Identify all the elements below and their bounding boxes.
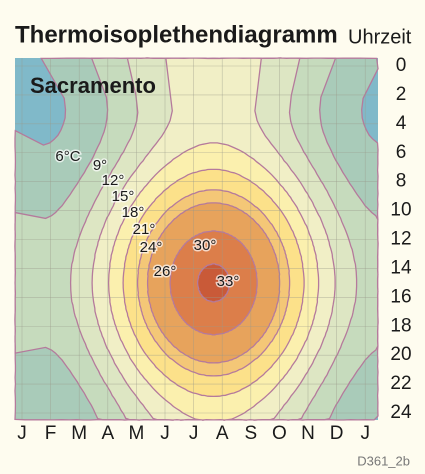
contour-label: 26°	[154, 263, 177, 280]
x-tick-label: J	[17, 423, 27, 444]
location-label: Sacramento	[30, 73, 156, 98]
contour-label: 6°C	[55, 148, 80, 165]
plot-area	[14, 57, 379, 421]
contour-label: 15°	[112, 188, 135, 205]
x-tick-label: A	[216, 423, 229, 444]
x-tick-label: A	[101, 423, 114, 444]
x-tick-label: N	[301, 423, 315, 444]
x-tick-label: F	[45, 423, 57, 444]
contour-band	[196, 263, 231, 303]
y-tick-label: 16	[390, 286, 411, 307]
y-tick-label: 6	[396, 142, 407, 163]
y-tick-label: 20	[390, 344, 411, 365]
credit: D361_2b	[357, 453, 410, 468]
contour-label: 12°	[102, 172, 125, 189]
y-tick-label: 4	[396, 113, 407, 134]
contour-label: 9°	[93, 157, 107, 174]
y-tick-label: 14	[390, 257, 412, 278]
y-axis-label: Uhrzeit	[348, 26, 412, 48]
y-tick-label: 8	[396, 171, 407, 192]
y-tick-label: 18	[390, 315, 411, 336]
y-tick-label: 12	[390, 229, 411, 250]
chart-title: Thermoisoplethendiagramm	[15, 21, 338, 48]
y-tick-label: 22	[390, 373, 411, 394]
x-tick-label: J	[160, 423, 170, 444]
y-tick-label: 10	[390, 200, 411, 221]
x-tick-label: S	[244, 423, 257, 444]
contour-label: 24°	[140, 239, 163, 256]
contour-label: 33°	[217, 273, 240, 290]
contour-label: 18°	[122, 204, 145, 221]
x-tick-label: M	[71, 423, 87, 444]
y-tick-label: 24	[390, 402, 412, 423]
x-tick-label: J	[360, 423, 370, 444]
contour-label: 30°	[194, 237, 217, 254]
x-tick-label: J	[189, 423, 199, 444]
x-tick-label: D	[330, 423, 344, 444]
contour-label: 21°	[133, 221, 156, 238]
y-tick-label: 2	[396, 84, 407, 105]
x-tick-label: O	[272, 423, 287, 444]
x-tick-label: M	[128, 423, 144, 444]
y-tick-label: 0	[396, 55, 407, 76]
